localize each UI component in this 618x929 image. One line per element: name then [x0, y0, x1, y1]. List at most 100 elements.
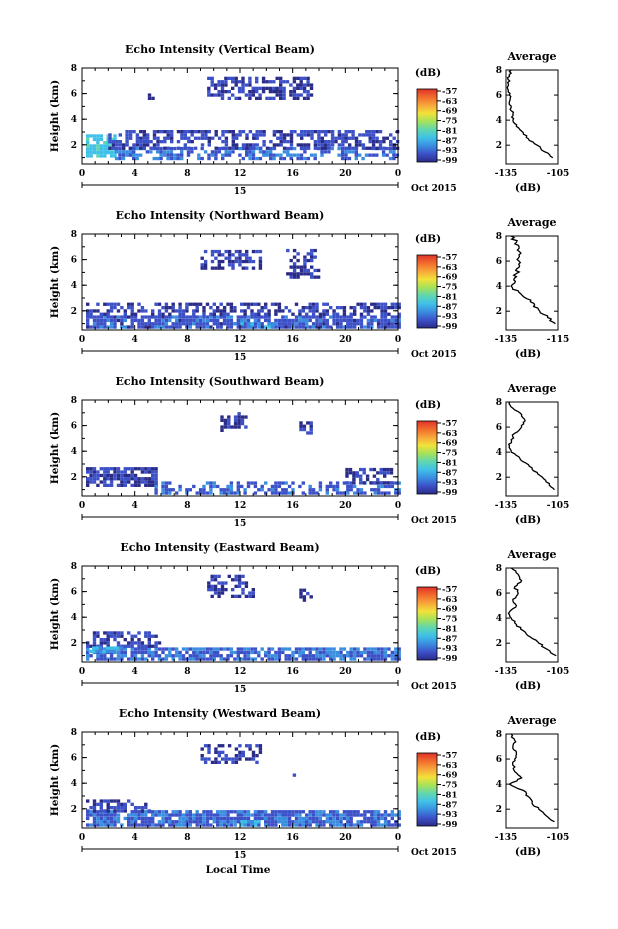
echo-cell [234, 259, 239, 264]
echo-cell [161, 647, 165, 651]
echo-cells [86, 574, 401, 661]
echo-cell [362, 471, 366, 475]
y-axis-label: Height (km) [49, 412, 61, 484]
echo-cell [306, 143, 311, 147]
echo-cell [305, 312, 309, 316]
echo-cell [229, 315, 234, 319]
average-y-tick-label: 6 [496, 589, 502, 599]
echo-cell [133, 813, 138, 817]
echo-cell [378, 140, 383, 144]
echo-cell [274, 657, 278, 661]
echo-cell [241, 143, 246, 147]
echo-cell [348, 136, 352, 140]
echo-cell [202, 325, 206, 329]
echo-cell [309, 86, 314, 90]
echo-cell [248, 143, 253, 147]
echo-cell [220, 425, 224, 429]
echo-cell [322, 813, 326, 817]
x-tick-label: 8 [184, 169, 190, 179]
echo-cell [227, 425, 231, 429]
echo-cell [305, 306, 309, 310]
echo-cell [154, 654, 158, 658]
echo-cell [260, 813, 264, 817]
echo-cell [106, 467, 110, 471]
echo-cell [140, 322, 145, 326]
echo-cell [147, 96, 152, 100]
echo-cell [190, 146, 194, 151]
echo-cell [240, 422, 245, 426]
echo-cell [231, 578, 235, 582]
echo-cell [103, 477, 107, 481]
echo-cell [299, 76, 303, 80]
echo-cell [233, 823, 237, 827]
echo-cell [240, 650, 244, 655]
echo-cell [313, 268, 317, 273]
echo-cell [205, 647, 210, 651]
echo-cell [89, 134, 93, 138]
echo-cell [309, 83, 314, 87]
echo-cell [366, 650, 371, 655]
echo-cell [380, 315, 384, 319]
echo-cell [212, 302, 216, 306]
echo-cell [151, 654, 155, 658]
echo-cell [113, 634, 117, 638]
echo-cell [285, 80, 290, 84]
colorbar-label: (dB) [415, 731, 441, 743]
echo-cell [359, 477, 363, 482]
echo-cell [260, 315, 264, 319]
echo-cell [222, 322, 227, 326]
echo-cell [305, 816, 309, 821]
echo-cell [316, 268, 321, 273]
echo-cell [120, 315, 124, 319]
echo-cell [106, 141, 110, 145]
echo-cell [252, 143, 256, 147]
echo-cell [284, 654, 288, 658]
echo-cell [212, 315, 216, 319]
echo-cell [200, 256, 204, 260]
echo-cell [315, 315, 319, 319]
echo-cell [159, 153, 163, 157]
echo-cell [96, 816, 100, 821]
echo-cell [202, 810, 206, 814]
echo-cell [200, 146, 204, 151]
echo-cell [227, 150, 232, 154]
echo-cell [103, 638, 107, 642]
echo-cell [339, 315, 343, 319]
echo-cell [305, 657, 309, 661]
echo-cell [255, 744, 259, 748]
echo-cell [231, 76, 235, 80]
echo-cell [299, 424, 303, 428]
echo-cell [125, 140, 129, 144]
echo-cell [175, 650, 179, 655]
echo-cell [397, 654, 401, 658]
echo-cell [267, 820, 271, 824]
echo-cell [258, 750, 263, 754]
echo-cell [302, 595, 307, 599]
echo-cell [289, 83, 293, 87]
echo-cell [227, 415, 231, 419]
echo-cell [267, 315, 271, 319]
echo-cell [186, 150, 191, 154]
echo-cell [279, 143, 283, 147]
echo-cell [89, 315, 93, 319]
echo-cell [387, 823, 391, 827]
echo-cell [302, 598, 307, 602]
echo-cell [369, 481, 373, 485]
echo-cell [195, 650, 199, 655]
echo-cell [226, 810, 230, 814]
echo-cell [287, 309, 292, 313]
echo-cell [168, 823, 172, 827]
echo-cell [137, 302, 141, 306]
echo-cell [109, 646, 113, 650]
echo-cell [271, 322, 275, 326]
echo-cell [198, 650, 203, 655]
echo-cell [96, 802, 100, 806]
echo-cell [337, 136, 342, 140]
echo-cell [383, 816, 388, 821]
echo-cell [103, 657, 107, 661]
echo-cell [380, 823, 384, 827]
echo-cell [274, 816, 278, 821]
echo-cell [173, 156, 177, 161]
average-x-tick-label: -105 [547, 833, 570, 843]
echo-cell [123, 806, 127, 810]
